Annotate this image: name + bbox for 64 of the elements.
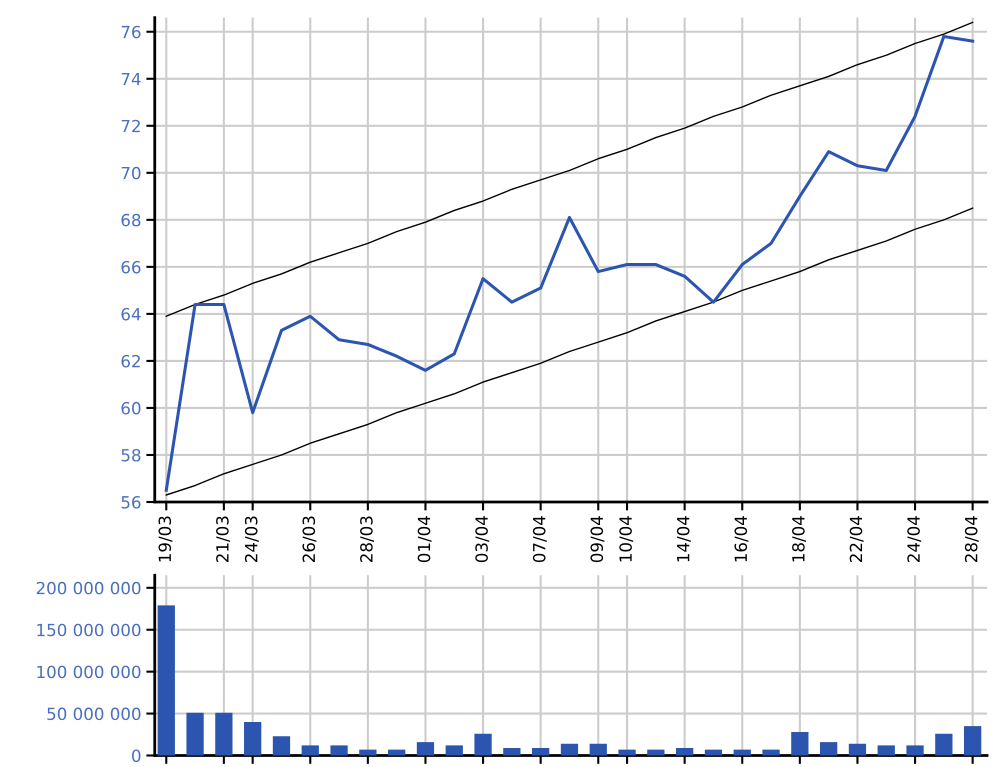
x-tick-label: 09/04 [590,516,604,562]
x-tick-label: 19/03 [158,516,172,562]
x-tick-label: 24/04 [907,516,922,562]
y-tick-label: 200 000 000 [36,582,140,594]
bar [446,745,463,756]
y-tick-label: 70 [122,166,140,180]
bar [964,726,982,756]
bar [820,742,838,756]
y-tick-label: 150 000 000 [37,624,140,636]
y-tick-label: 72 [122,120,140,132]
bar [791,732,808,756]
y-tick-label: 100 000 000 [37,666,140,678]
bar [532,748,550,756]
y-tick-label: 74 [122,72,141,86]
y-tick-label: 60 [122,402,140,415]
x-tick-label: 14/04 [676,516,691,562]
bar [676,748,694,756]
bar [215,712,233,756]
x-tick-label: 03/04 [475,516,490,562]
bar [186,712,204,756]
x-tick-label: 24/03 [244,516,259,562]
bar [762,750,780,756]
bar [388,750,406,756]
bar [158,605,175,756]
x-tick-label: 26/03 [302,516,316,562]
bar [878,745,895,756]
bar [416,742,434,756]
x-tick-label: 28/04 [964,516,979,562]
bar [503,748,520,756]
bar [935,734,952,756]
x-tick-label: 28/03 [360,516,374,562]
line-series [166,207,974,496]
line-series [166,22,974,317]
bar [244,722,262,756]
bar [590,744,607,756]
bar [302,745,319,756]
y-tick-label: 68 [122,214,140,226]
bar [734,750,751,756]
y-tick-label: 0 [132,749,140,762]
bar [848,744,866,756]
x-tick-label: 01/04 [418,516,432,562]
y-tick-label: 66 [122,260,141,274]
y-tick-label: 58 [122,448,140,462]
bar [272,736,290,756]
y-tick-label: 76 [122,26,141,38]
bar [618,750,636,756]
y-tick-label: 64 [122,308,141,320]
x-tick-label: 18/04 [792,516,806,562]
x-tick-label: 07/04 [532,516,547,562]
x-tick-label: 22/04 [850,516,864,562]
x-tick-label: 21/03 [216,516,230,562]
x-tick-label: 10/04 [619,516,634,562]
y-tick-label: 56 [122,496,141,509]
line-series [164,34,974,492]
y-tick-label: 62 [122,354,140,368]
bar [474,734,492,756]
bar [560,744,578,756]
x-tick-label: 16/04 [734,516,748,562]
y-tick-label: 50 000 000 [47,708,140,720]
bar [359,750,377,756]
bar [906,745,924,756]
bar [647,750,664,756]
bar [330,745,348,756]
bar [704,750,722,756]
